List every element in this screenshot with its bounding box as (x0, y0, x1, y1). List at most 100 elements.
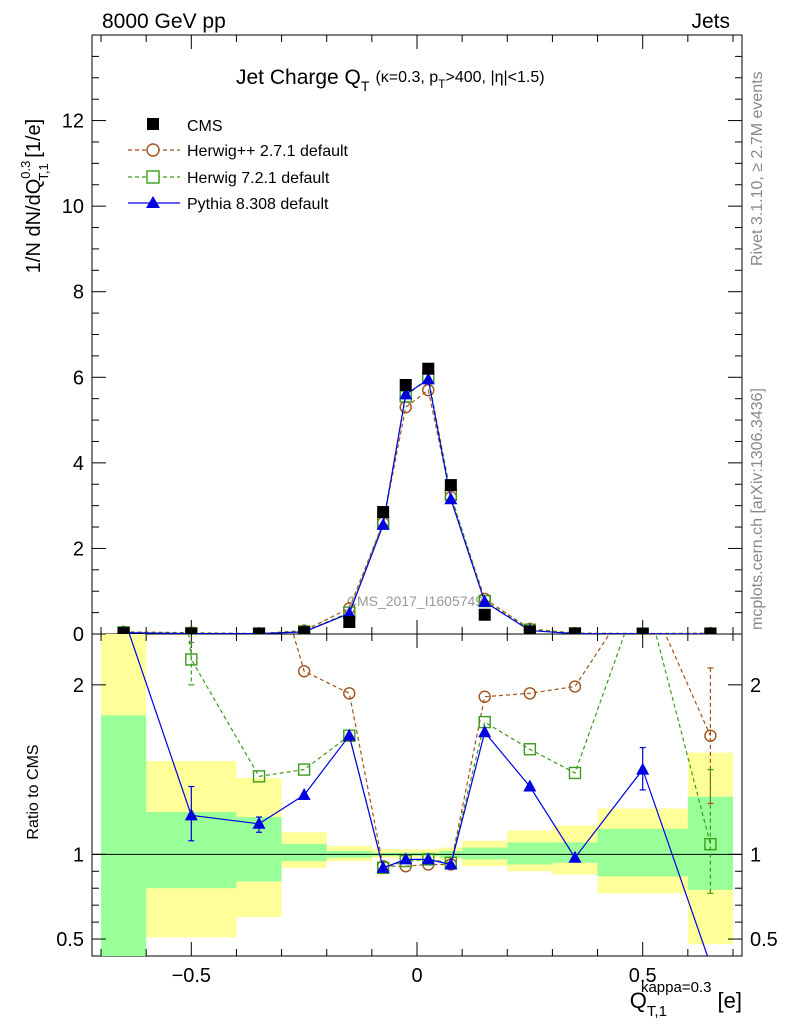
xlabel-sub: T,1 (647, 1003, 667, 1020)
ylabel-sub: T,1 (36, 163, 51, 180)
ratio-point-herwig-7-2-1-default (568, 766, 582, 780)
main-point-pythia-8-308-default (421, 372, 435, 385)
y-tick-label: 6 (73, 367, 84, 389)
ratio-point-herwig-2-7-1-default (478, 690, 491, 703)
y-tick-label: 4 (73, 453, 84, 475)
main-line-pythia-8-308-default (123, 378, 711, 634)
main-point-cms (343, 616, 356, 629)
ratio-point-pythia-8-308-default (421, 852, 435, 865)
x-tick-label: −0.5 (172, 965, 211, 987)
legend-marker-herwig7 (146, 170, 160, 184)
y-tick-label: 10 (62, 196, 84, 218)
main-point-cms (422, 362, 435, 375)
ratio-tick-label-right: 0.5 (750, 929, 778, 951)
x-tick-label: 0.5 (629, 965, 657, 987)
analysis-watermark: CMS_2017_I1605749 (347, 593, 483, 609)
main-point-cms (636, 627, 649, 634)
xlabel-b: [e] (711, 988, 742, 1013)
main-point-cms (704, 627, 717, 634)
ratio-point-pythia-8-308-default (117, 610, 130, 622)
main-point-herwig-2-7-1-default (422, 383, 435, 397)
ratio-tick-label-right: 2 (750, 675, 761, 697)
ratio-tick-label-left: 2 (73, 675, 84, 697)
legend-label-pythia: Pythia 8.308 default (187, 196, 329, 213)
main-point-pythia-8-308-default (342, 606, 356, 619)
ylabel-b: [1/e] (23, 119, 45, 163)
x-axis-label: QT,1 kappa=0.3 [e] (630, 979, 742, 1020)
y-tick-label: 2 (73, 538, 84, 560)
legend: CMS Herwig++ 2.7.1 default Herwig 7.2.1 … (128, 118, 349, 213)
y-axis-label: 1/N dN/dQ0.3 T,1 [1/e] (18, 119, 51, 273)
ratio-point-pythia-8-308-default (478, 725, 492, 738)
main-point-cms (185, 627, 198, 634)
ratio-point-pythia-8-308-default (444, 857, 458, 870)
uncertainty-bands (101, 634, 733, 956)
main-point-cms (478, 608, 491, 621)
title-sub: T (361, 78, 370, 94)
chart-title: Jet Charge QT (κ=0.3, pT>400, |η|<1.5) (236, 66, 545, 94)
ratio-y-label: Ratio to CMS (25, 744, 42, 839)
main-point-pythia-8-308-default (376, 517, 390, 530)
ratio-point-herwig-2-7-1-default (254, 510, 265, 521)
ratio-line-herwig-2-7-1-default (292, 634, 711, 867)
axis-ticks (92, 34, 742, 956)
main-point-herwig-2-7-1-default (399, 401, 412, 414)
legend-label-herwigpp: Herwig++ 2.7.1 default (187, 143, 349, 160)
main-point-pythia-8-308-default (478, 594, 492, 607)
ratio-tick-label-left: 0.5 (56, 929, 84, 951)
rivet-label: Rivet 3.1.10, ≥ 2.7M events (749, 71, 766, 266)
ratio-point-herwig-7-2-1-default (297, 763, 311, 776)
y-tick-label: 12 (62, 111, 84, 133)
band-inner-bin (597, 828, 688, 877)
header-right: Jets (691, 10, 730, 33)
legend-label-herwig7: Herwig 7.2.1 default (187, 170, 330, 187)
ratio-point-pythia-8-308-default (704, 957, 717, 969)
ratio-point-herwig-2-7-1-default (186, 476, 197, 487)
ratio-point-pythia-8-308-default (568, 850, 582, 863)
ratio-point-herwig-7-2-1-default (523, 743, 537, 756)
title-params-rest: >400, |η|<1.5) (446, 69, 545, 86)
ratio-line-herwig-7-2-1-default (188, 634, 711, 869)
legend-marker-pythia (146, 196, 160, 208)
legend-marker-cms (147, 118, 159, 130)
ratio-tick-label-left: 1 (73, 844, 84, 866)
band-inner-bin (281, 844, 327, 862)
ratio-tick-label-right: 1 (750, 844, 761, 866)
xlabel-a: Q (630, 988, 647, 1013)
main-point-cms (377, 506, 390, 519)
ratio-point-pythia-8-308-default (523, 779, 537, 792)
ratio-point-herwig-2-7-1-default (568, 680, 582, 693)
band-inner-bin (462, 847, 508, 860)
ratio-point-herwig-7-2-1-default (252, 770, 266, 783)
main-point-pythia-8-308-default (444, 492, 458, 505)
ratio-point-herwig-2-7-1-default (343, 687, 356, 700)
main-point-pythia-8-308-default (399, 387, 413, 400)
y-tick-label: 0 (73, 624, 84, 646)
main-point-cms (523, 625, 536, 634)
main-point-cms (298, 626, 311, 634)
ratio-point-pythia-8-308-default (342, 728, 356, 741)
ratio-point-herwig-2-7-1-default (637, 578, 648, 589)
ylabel-a: 1/N dN/dQ (23, 179, 45, 273)
y-tick-label: 8 (73, 282, 84, 304)
main-series-layer (117, 362, 717, 634)
mcplots-label: mcplots.cern.ch [arXiv:1306.3436] (749, 388, 766, 630)
band-inner-bin (507, 842, 553, 865)
main-point-cms (399, 378, 412, 391)
ratio-line-pythia-8-308-default (128, 634, 709, 956)
ylabel-sup: 0.3 (18, 161, 33, 179)
ratio-point-herwig-2-7-1-default (297, 665, 311, 678)
title-params: (κ=0.3, p (375, 69, 438, 86)
title-main: Jet Charge Q (236, 66, 361, 89)
ratio-point-pythia-8-308-default (399, 852, 413, 865)
band-inner-bin (101, 715, 147, 956)
title-params-sub: T (438, 77, 446, 91)
main-point-cms (568, 627, 581, 634)
ratio-point-pythia-8-308-default (297, 788, 311, 800)
legend-label-cms: CMS (187, 118, 223, 135)
ratio-series-layer (117, 476, 717, 969)
ratio-point-herwig-2-7-1-default (523, 687, 537, 700)
main-point-cms (117, 627, 130, 634)
